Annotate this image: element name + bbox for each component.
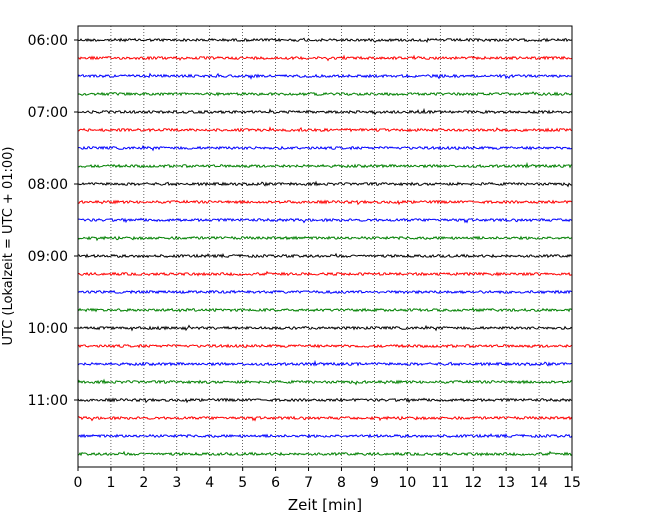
- x-tick-label: 3: [172, 475, 181, 491]
- trace-line: [77, 217, 573, 224]
- y-tick-label: 06:00: [28, 33, 68, 49]
- trace-line: [77, 324, 573, 332]
- x-tick-label: 12: [464, 475, 482, 491]
- trace-line: [77, 343, 573, 349]
- trace-line: [77, 433, 573, 439]
- trace-line: [77, 270, 573, 277]
- trace-line: [77, 450, 573, 457]
- trace-line: [77, 54, 573, 62]
- trace-line: [77, 126, 573, 133]
- trace-line: [77, 37, 573, 44]
- x-tick-label: 6: [271, 475, 280, 491]
- trace-line: [77, 378, 573, 386]
- y-tick-label: 08:00: [28, 177, 68, 193]
- plot-background: [78, 26, 572, 467]
- trace-lines: [77, 37, 573, 457]
- x-tick-label: 2: [139, 475, 148, 491]
- x-tick-label: 13: [497, 475, 515, 491]
- x-axis-ticks: 0 1 2 3 4 5 6 7 8 9 10 11 12 13 14 15: [74, 467, 581, 491]
- trace-line: [77, 397, 573, 404]
- trace-line: [77, 144, 573, 152]
- y-axis-ticks: 06:00 07:00 08:00 09:00 10:00 11:00: [28, 33, 78, 409]
- trace-line: [77, 306, 573, 313]
- trace-line: [77, 107, 573, 116]
- x-tick-label: 5: [238, 475, 247, 491]
- trace-line: [77, 289, 573, 295]
- trace-line: [77, 415, 573, 422]
- x-tick-label: 15: [563, 475, 581, 491]
- x-tick-label: 11: [431, 475, 449, 491]
- trace-line: [77, 72, 573, 80]
- trace-line: [77, 199, 573, 206]
- y-axis-label: UTC (Lokalzeit = UTC + 01:00): [1, 147, 16, 346]
- x-tick-label: 0: [74, 475, 83, 491]
- x-tick-label: 9: [370, 475, 379, 491]
- plot-frame: [77, 25, 573, 468]
- x-tick-label: 4: [205, 475, 214, 491]
- y-tick-label: 11:00: [28, 393, 68, 409]
- x-tick-label: 7: [304, 475, 313, 491]
- trace-line: [77, 252, 573, 259]
- x-tick-label: 14: [530, 475, 548, 491]
- y-tick-label: 10:00: [28, 321, 68, 337]
- x-axis-label: Zeit [min]: [288, 496, 362, 514]
- trace-line: [77, 359, 573, 367]
- y-tick-label: 09:00: [28, 249, 68, 265]
- x-tick-label: 8: [337, 475, 346, 491]
- x-tick-label: 10: [398, 475, 416, 491]
- y-tick-label: 07:00: [28, 105, 68, 121]
- trace-line: [77, 180, 573, 188]
- trace-line: [77, 91, 573, 97]
- trace-line: [77, 161, 573, 169]
- x-tick-label: 1: [106, 475, 115, 491]
- trace-line: [77, 235, 573, 242]
